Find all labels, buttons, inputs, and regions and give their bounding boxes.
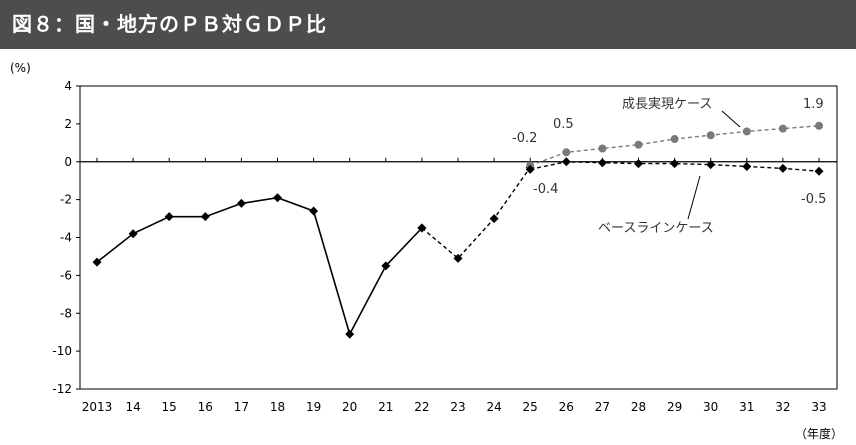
annotation-neg0-4: -0.4 — [533, 182, 558, 197]
x-tick-label: 2013 — [82, 400, 113, 414]
x-tick-label: 30 — [703, 400, 718, 414]
data-point — [200, 212, 210, 222]
data-point — [453, 253, 463, 263]
data-point — [273, 193, 282, 203]
y-tick-label: -8 — [60, 306, 72, 320]
data-point — [778, 124, 787, 133]
data-point — [525, 164, 535, 174]
y-tick-label: 0 — [64, 155, 72, 169]
x-tick-label: 26 — [559, 400, 574, 414]
legend-label-baseline: ベースラインケース — [598, 221, 714, 236]
series-line-1 — [421, 166, 531, 260]
legend-pointer-baseline — [687, 175, 701, 220]
x-tick-label: 14 — [125, 400, 140, 414]
series-group — [92, 121, 824, 339]
x-tick-label: 17 — [234, 400, 249, 414]
data-point — [706, 160, 716, 170]
x-tick-label: 16 — [198, 400, 213, 414]
data-point — [814, 166, 824, 176]
x-tick-label: 15 — [162, 400, 177, 414]
x-tick-label: 20 — [342, 400, 357, 414]
annotations: -0.2 0.5 -0.4 1.9 -0.5 成長実現ケース ベースラインケース — [512, 96, 826, 236]
annotation-neg0-5: -0.5 — [801, 192, 826, 207]
y-axis-unit: (%) — [10, 61, 31, 75]
y-tick-label: -10 — [52, 344, 72, 358]
x-tick-label: 33 — [811, 400, 826, 414]
data-point — [236, 198, 246, 208]
x-tick-label: 28 — [631, 400, 646, 414]
x-tick-label: 32 — [775, 400, 790, 414]
x-tick-label: 19 — [306, 400, 321, 414]
annotation-1-9: 1.9 — [803, 97, 824, 112]
data-point — [742, 127, 751, 136]
y-tick-label: 2 — [64, 117, 72, 131]
y-tick-label: -4 — [60, 231, 72, 245]
data-point — [597, 158, 607, 168]
y-tick-label: -2 — [60, 193, 72, 207]
x-axis: 2013 14 15 16 17 18 19 20 21 22 23 24 25 26 27 28 29 30 31… — [82, 157, 827, 414]
x-tick-label: 31 — [739, 400, 754, 414]
data-point — [634, 140, 643, 149]
data-point — [345, 329, 355, 339]
data-point — [670, 159, 680, 169]
series-line-3 — [530, 161, 820, 172]
data-point — [670, 135, 679, 144]
annotation-0-5: 0.5 — [553, 117, 574, 132]
y-tick-label: -12 — [52, 382, 72, 396]
data-point — [489, 214, 499, 224]
x-axis-unit: （年度） — [795, 426, 843, 441]
data-point — [815, 121, 823, 130]
x-tick-label: 22 — [414, 400, 429, 414]
data-point — [778, 163, 788, 173]
data-point — [381, 261, 391, 271]
x-tick-label: 18 — [270, 400, 285, 414]
data-point — [164, 212, 174, 222]
x-tick-label: 27 — [595, 400, 610, 414]
y-tick-label: -6 — [60, 268, 72, 282]
data-point — [128, 229, 138, 239]
series-line-0 — [96, 196, 423, 337]
chart-title: 図８：国・地方のＰＢ対ＧＤＰ比 — [0, 0, 856, 49]
data-point — [561, 157, 571, 167]
data-point — [706, 131, 715, 140]
x-tick-label: 21 — [378, 400, 393, 414]
plot-frame — [79, 85, 838, 390]
data-point — [634, 159, 643, 169]
y-tick-label: 4 — [64, 79, 72, 93]
data-point — [417, 223, 427, 233]
x-tick-label: 23 — [450, 400, 465, 414]
data-point — [562, 148, 571, 157]
x-tick-label: 29 — [667, 400, 682, 414]
legend-pointer-growth — [721, 110, 741, 128]
x-tick-label: 25 — [523, 400, 538, 414]
data-point — [598, 144, 607, 153]
data-point — [309, 206, 319, 216]
annotation-neg0-2: -0.2 — [512, 131, 537, 146]
x-tick-label: 24 — [486, 400, 501, 414]
y-axis: 4 2 0 -2 -4 -6 -8 -10 -12 — [52, 79, 837, 396]
data-point — [742, 161, 752, 171]
legend-label-growth: 成長実現ケース — [622, 96, 712, 112]
data-point — [92, 257, 102, 267]
